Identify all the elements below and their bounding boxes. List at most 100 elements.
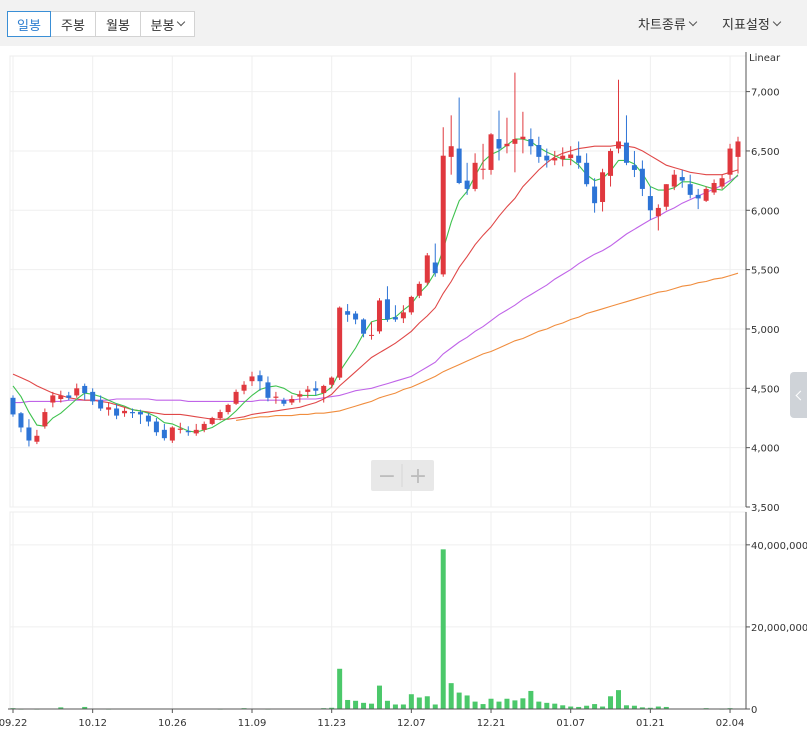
candle-body bbox=[122, 410, 128, 414]
volume-bar bbox=[528, 690, 534, 709]
tab-daily[interactable]: 일봉 bbox=[7, 11, 51, 37]
volume-bar bbox=[408, 694, 414, 709]
candle bbox=[544, 148, 550, 168]
candle bbox=[600, 168, 606, 212]
candle-body bbox=[10, 397, 16, 415]
volume-bar bbox=[608, 696, 614, 709]
chart-type-dropdown[interactable]: 차트종류 bbox=[638, 14, 698, 33]
price-tick-label: 5,000 bbox=[751, 325, 780, 336]
candle-body bbox=[631, 165, 637, 170]
candle-body bbox=[329, 377, 335, 385]
candle-body bbox=[161, 429, 167, 439]
candle-body bbox=[528, 139, 534, 147]
candle-body bbox=[18, 413, 24, 428]
candle-body bbox=[74, 388, 80, 396]
candle bbox=[536, 136, 542, 163]
volume-tick-label: 40,000,000 bbox=[751, 541, 807, 552]
side-panel-toggle[interactable] bbox=[790, 372, 807, 418]
ma120-line bbox=[236, 272, 739, 421]
candle-body bbox=[623, 142, 629, 163]
candle bbox=[321, 384, 327, 403]
volume-bar bbox=[480, 704, 486, 709]
candle-body bbox=[345, 311, 351, 315]
volume-bar bbox=[536, 701, 542, 709]
candle bbox=[440, 127, 446, 277]
candle bbox=[106, 402, 112, 416]
candle bbox=[735, 136, 741, 174]
candle-body bbox=[711, 182, 717, 193]
volume-bar bbox=[384, 700, 390, 709]
candle bbox=[249, 371, 255, 386]
price-tick-label: 5,500 bbox=[751, 266, 780, 277]
candle-body bbox=[496, 139, 502, 149]
x-tick-label: 02.04 bbox=[716, 718, 745, 729]
candle bbox=[305, 385, 311, 398]
candle-body bbox=[201, 423, 207, 430]
candle-body bbox=[82, 385, 88, 394]
candle bbox=[185, 426, 191, 436]
chart-grid bbox=[9, 55, 747, 710]
volume-bar bbox=[631, 705, 637, 709]
candle-body bbox=[209, 417, 215, 424]
volume-panel-frame bbox=[9, 511, 747, 710]
volume-bar bbox=[568, 706, 574, 709]
indicator-settings-dropdown[interactable]: 지표설정 bbox=[722, 14, 782, 33]
volume-bar bbox=[504, 698, 510, 709]
candle bbox=[169, 426, 175, 443]
candle bbox=[74, 383, 80, 398]
volume-bar bbox=[560, 705, 566, 709]
candle-body bbox=[313, 388, 319, 391]
zoom-out-button[interactable]: − bbox=[378, 464, 396, 489]
price-tick-label: 7,000 bbox=[751, 88, 780, 99]
candle-body bbox=[90, 391, 96, 402]
candle bbox=[241, 381, 247, 395]
indicator-settings-label: 지표설정 bbox=[722, 18, 770, 33]
candle-body bbox=[233, 391, 239, 404]
candle bbox=[345, 304, 351, 322]
tab-minute[interactable]: 분봉 bbox=[141, 11, 195, 37]
candle bbox=[90, 388, 96, 405]
candle-body bbox=[552, 158, 558, 161]
tab-weekly[interactable]: 주봉 bbox=[51, 11, 96, 37]
candle bbox=[719, 174, 725, 189]
candle bbox=[584, 153, 590, 187]
tab-monthly[interactable]: 월봉 bbox=[96, 11, 141, 37]
candle-body bbox=[34, 435, 40, 442]
volume-series bbox=[10, 549, 733, 710]
volume-bar bbox=[400, 704, 406, 709]
candle bbox=[727, 143, 733, 180]
candle-body bbox=[544, 155, 550, 161]
candle-body bbox=[448, 146, 454, 157]
x-tick-label: 10.26 bbox=[158, 718, 187, 729]
volume-bar bbox=[647, 707, 653, 709]
candle bbox=[456, 97, 462, 185]
candle-body bbox=[106, 407, 112, 410]
candle bbox=[671, 169, 677, 191]
candle-body bbox=[592, 186, 598, 204]
candle bbox=[257, 370, 263, 391]
candle bbox=[193, 423, 199, 436]
volume-bar bbox=[488, 698, 494, 709]
price-tick-label: 6,000 bbox=[751, 206, 780, 217]
candle-body bbox=[177, 428, 183, 430]
x-tick-label: 12.07 bbox=[397, 718, 426, 729]
volume-bar bbox=[520, 698, 526, 709]
volume-bar bbox=[361, 702, 367, 709]
volume-bar bbox=[456, 692, 462, 709]
volume-bar bbox=[345, 699, 351, 709]
candle-body bbox=[432, 262, 438, 274]
candle-body bbox=[655, 207, 661, 217]
candle-body bbox=[703, 188, 709, 201]
candle bbox=[631, 150, 637, 178]
candle-body bbox=[472, 162, 478, 189]
candle bbox=[392, 305, 398, 322]
candle-body bbox=[249, 376, 255, 382]
candle-body bbox=[512, 139, 518, 144]
candle-body bbox=[488, 134, 494, 170]
chart-axes: Linear 7,000 6,500 6,000 5,500 5,000 4,500 4,00… bbox=[0, 52, 807, 729]
candle-body bbox=[440, 155, 446, 275]
zoom-in-button[interactable]: + bbox=[409, 464, 427, 489]
candle bbox=[552, 150, 558, 166]
candle bbox=[639, 160, 645, 197]
